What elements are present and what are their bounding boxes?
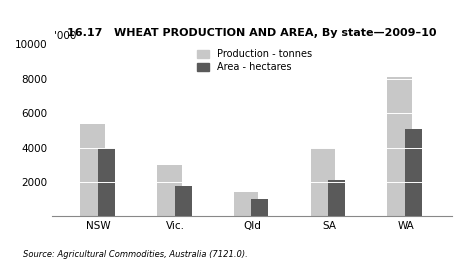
Title: 16.17   WHEAT PRODUCTION AND AREA, By state—2009–10: 16.17 WHEAT PRODUCTION AND AREA, By stat… bbox=[68, 28, 437, 38]
Bar bbox=[388, 77, 412, 216]
Bar bbox=[311, 148, 335, 216]
Bar bbox=[98, 148, 115, 216]
Bar bbox=[405, 129, 422, 216]
Bar bbox=[80, 124, 105, 216]
Text: Source: Agricultural Commodities, Australia (7121.0).: Source: Agricultural Commodities, Austra… bbox=[23, 250, 248, 259]
Bar bbox=[234, 192, 258, 216]
Bar bbox=[251, 199, 269, 216]
Bar bbox=[175, 186, 191, 216]
Legend: Production - tonnes, Area - hectares: Production - tonnes, Area - hectares bbox=[197, 49, 312, 72]
Bar bbox=[328, 180, 345, 216]
Text: '000: '000 bbox=[54, 31, 77, 41]
Bar bbox=[157, 165, 182, 216]
